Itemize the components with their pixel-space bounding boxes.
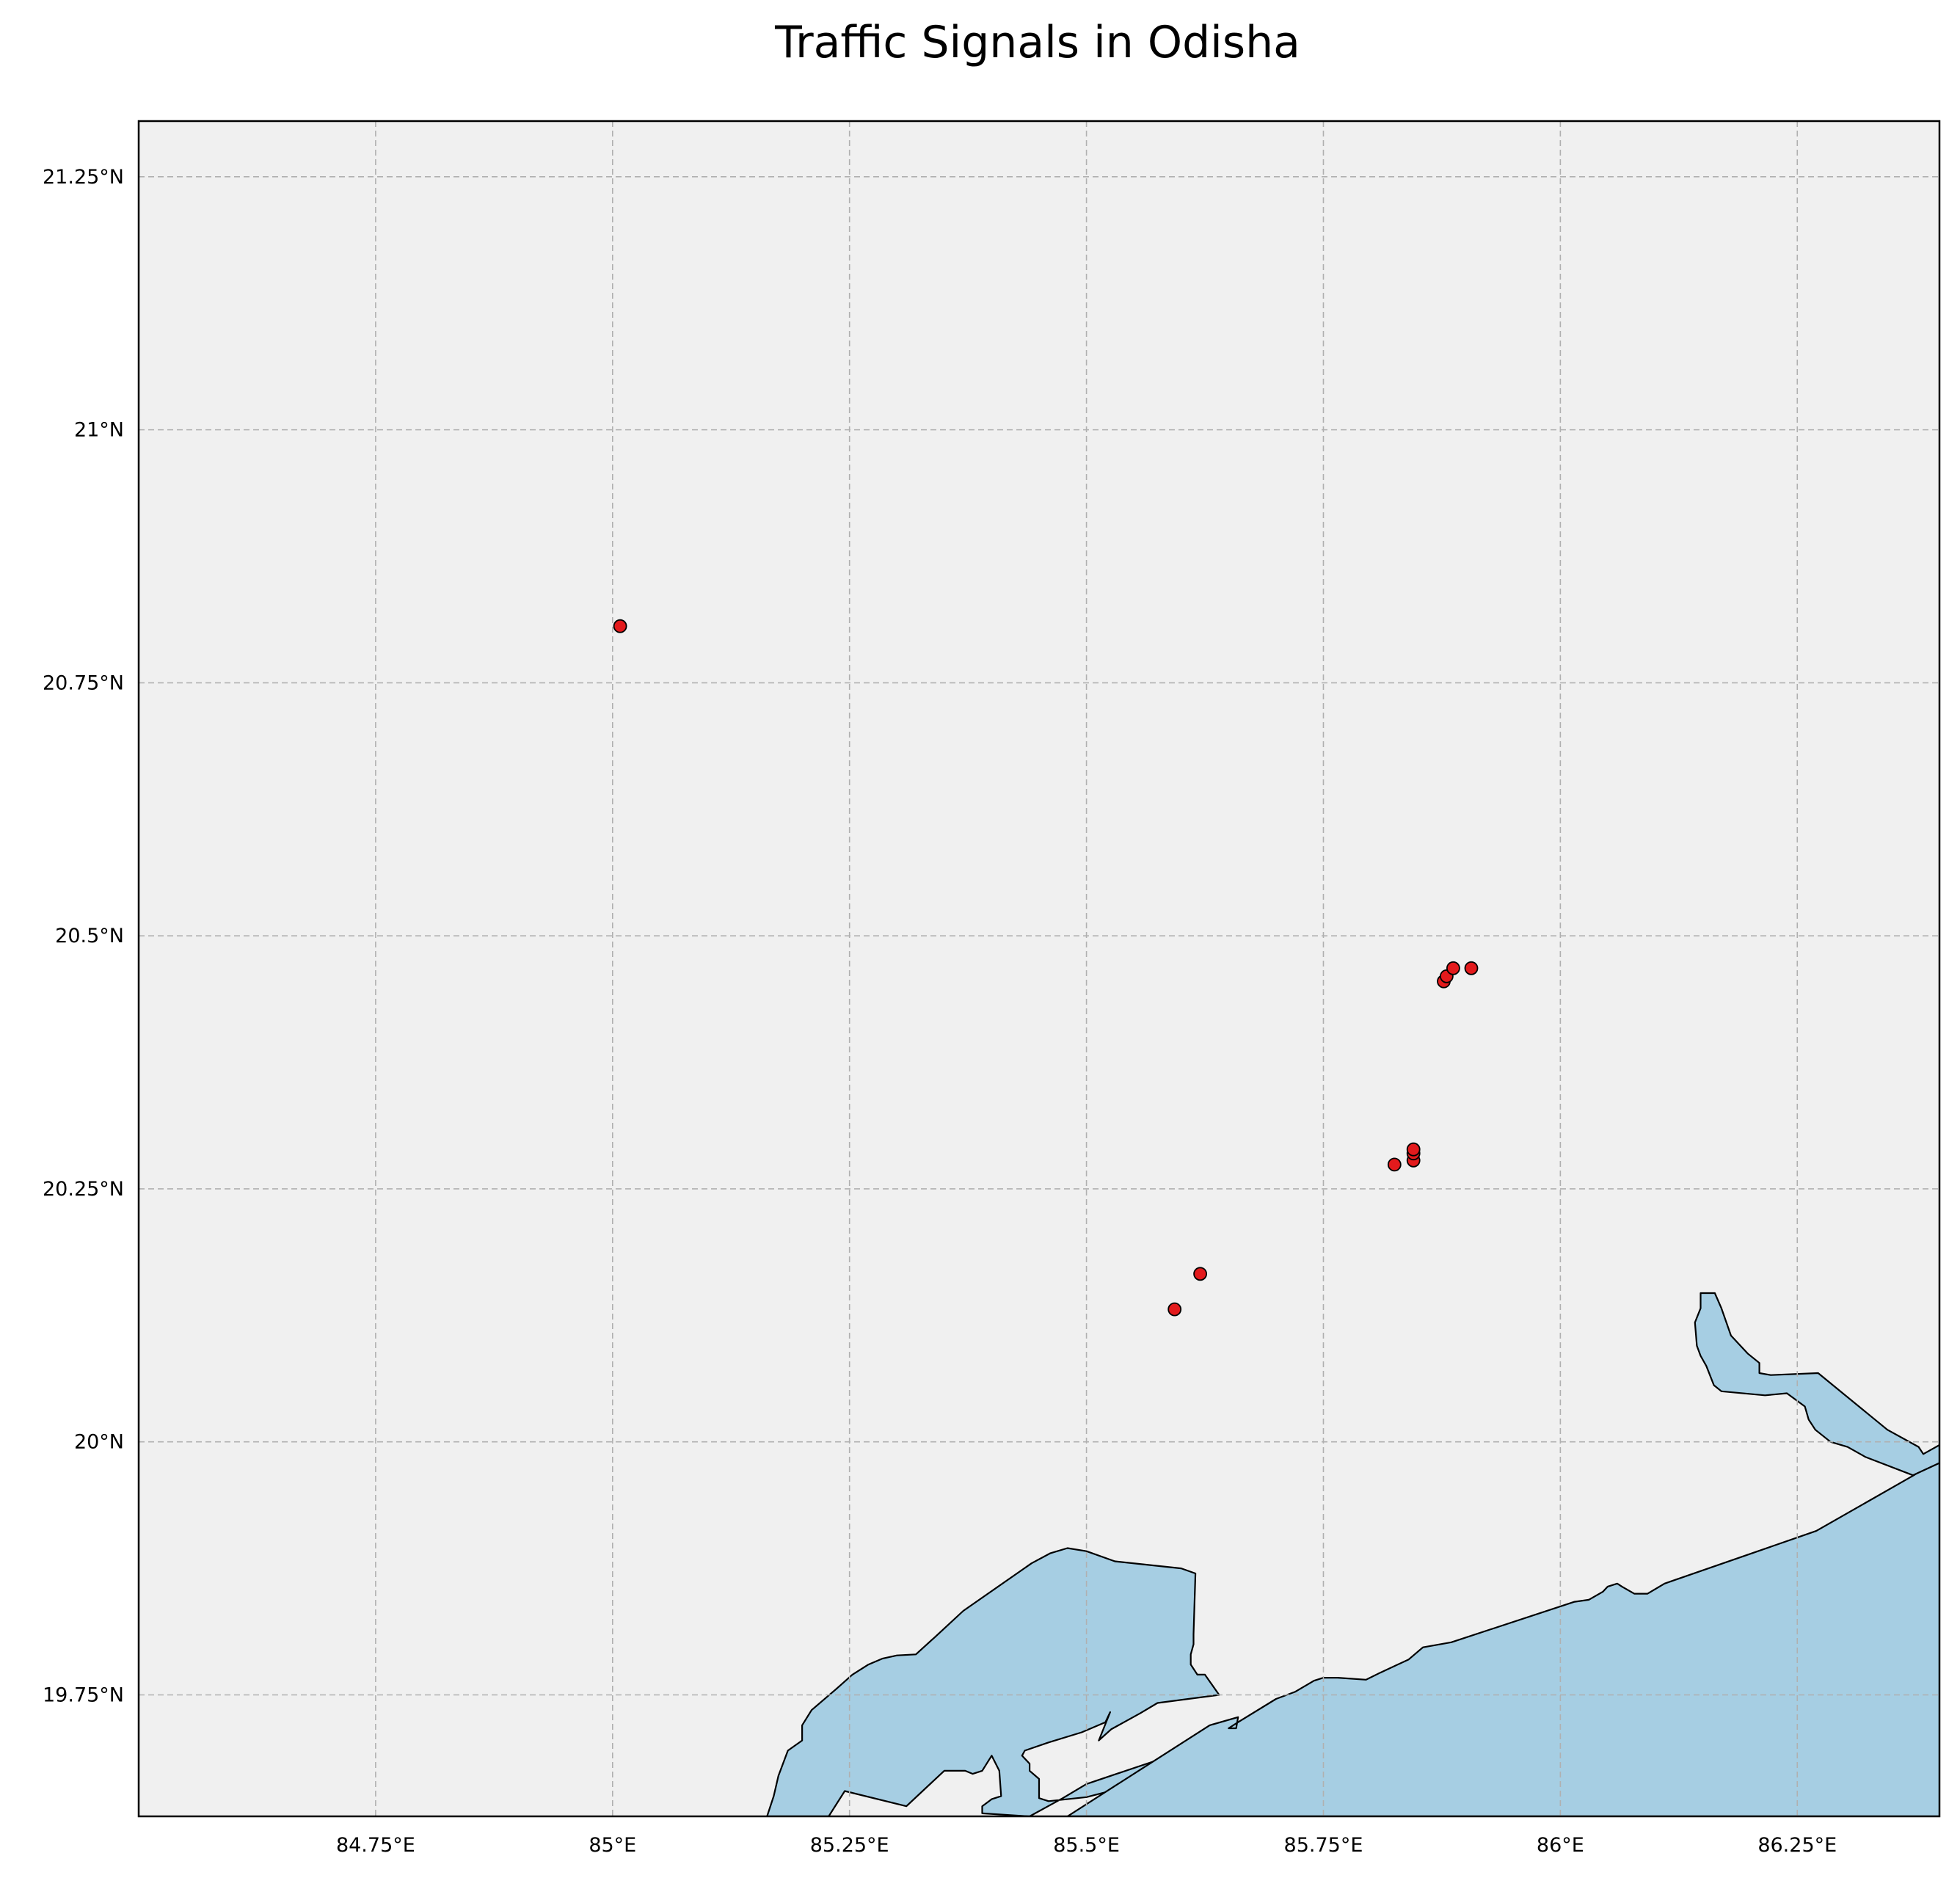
x-tick-label: 85.5°E: [1053, 1834, 1120, 1857]
map-title: Traffic Signals in Odisha: [774, 17, 1300, 68]
x-tick-label: 85.25°E: [810, 1834, 889, 1857]
y-tick-label: 20.75°N: [43, 672, 124, 694]
map-frame: [137, 120, 1941, 1818]
y-tick-label: 19.75°N: [43, 1684, 124, 1707]
y-tick-labels: 21.25°N 21°N 20.75°N 20.5°N 20.25°N 20°N 19.75…: [43, 166, 124, 1707]
x-tick-label: 85.75°E: [1284, 1834, 1363, 1857]
water-body-0: [766, 1547, 1220, 1816]
y-tick-label: 20.25°N: [43, 1178, 124, 1201]
water-layer: [766, 1292, 1939, 1816]
y-tick-label: 21°N: [74, 419, 124, 442]
water-body-2: [1694, 1292, 1939, 1477]
gridlines: [139, 121, 1939, 1816]
land-area: [139, 121, 1939, 1816]
x-tick-label: 86.25°E: [1757, 1834, 1837, 1857]
traffic-signal-marker: [1464, 961, 1479, 975]
traffic-signal-marker: [613, 619, 627, 633]
traffic-signal-marker: [1446, 961, 1460, 975]
traffic-signal-marker: [1193, 1267, 1207, 1281]
traffic-signal-marker: [1167, 1302, 1182, 1317]
signals-layer: [613, 619, 1479, 1317]
y-tick-label: 20.5°N: [55, 925, 124, 947]
x-tick-label: 85°E: [589, 1834, 636, 1857]
y-tick-label: 20°N: [74, 1431, 124, 1454]
traffic-signal-marker: [1387, 1157, 1402, 1172]
water-body-1: [1066, 1457, 1939, 1816]
x-tick-label: 84.75°E: [336, 1834, 415, 1857]
x-tick-label: 86°E: [1537, 1834, 1584, 1857]
y-tick-label: 21.25°N: [43, 166, 124, 189]
traffic-signal-marker: [1406, 1142, 1421, 1157]
x-tick-labels: 84.75°E 85°E 85.25°E 85.5°E 85.75°E 86°E 86.25…: [336, 1834, 1837, 1857]
